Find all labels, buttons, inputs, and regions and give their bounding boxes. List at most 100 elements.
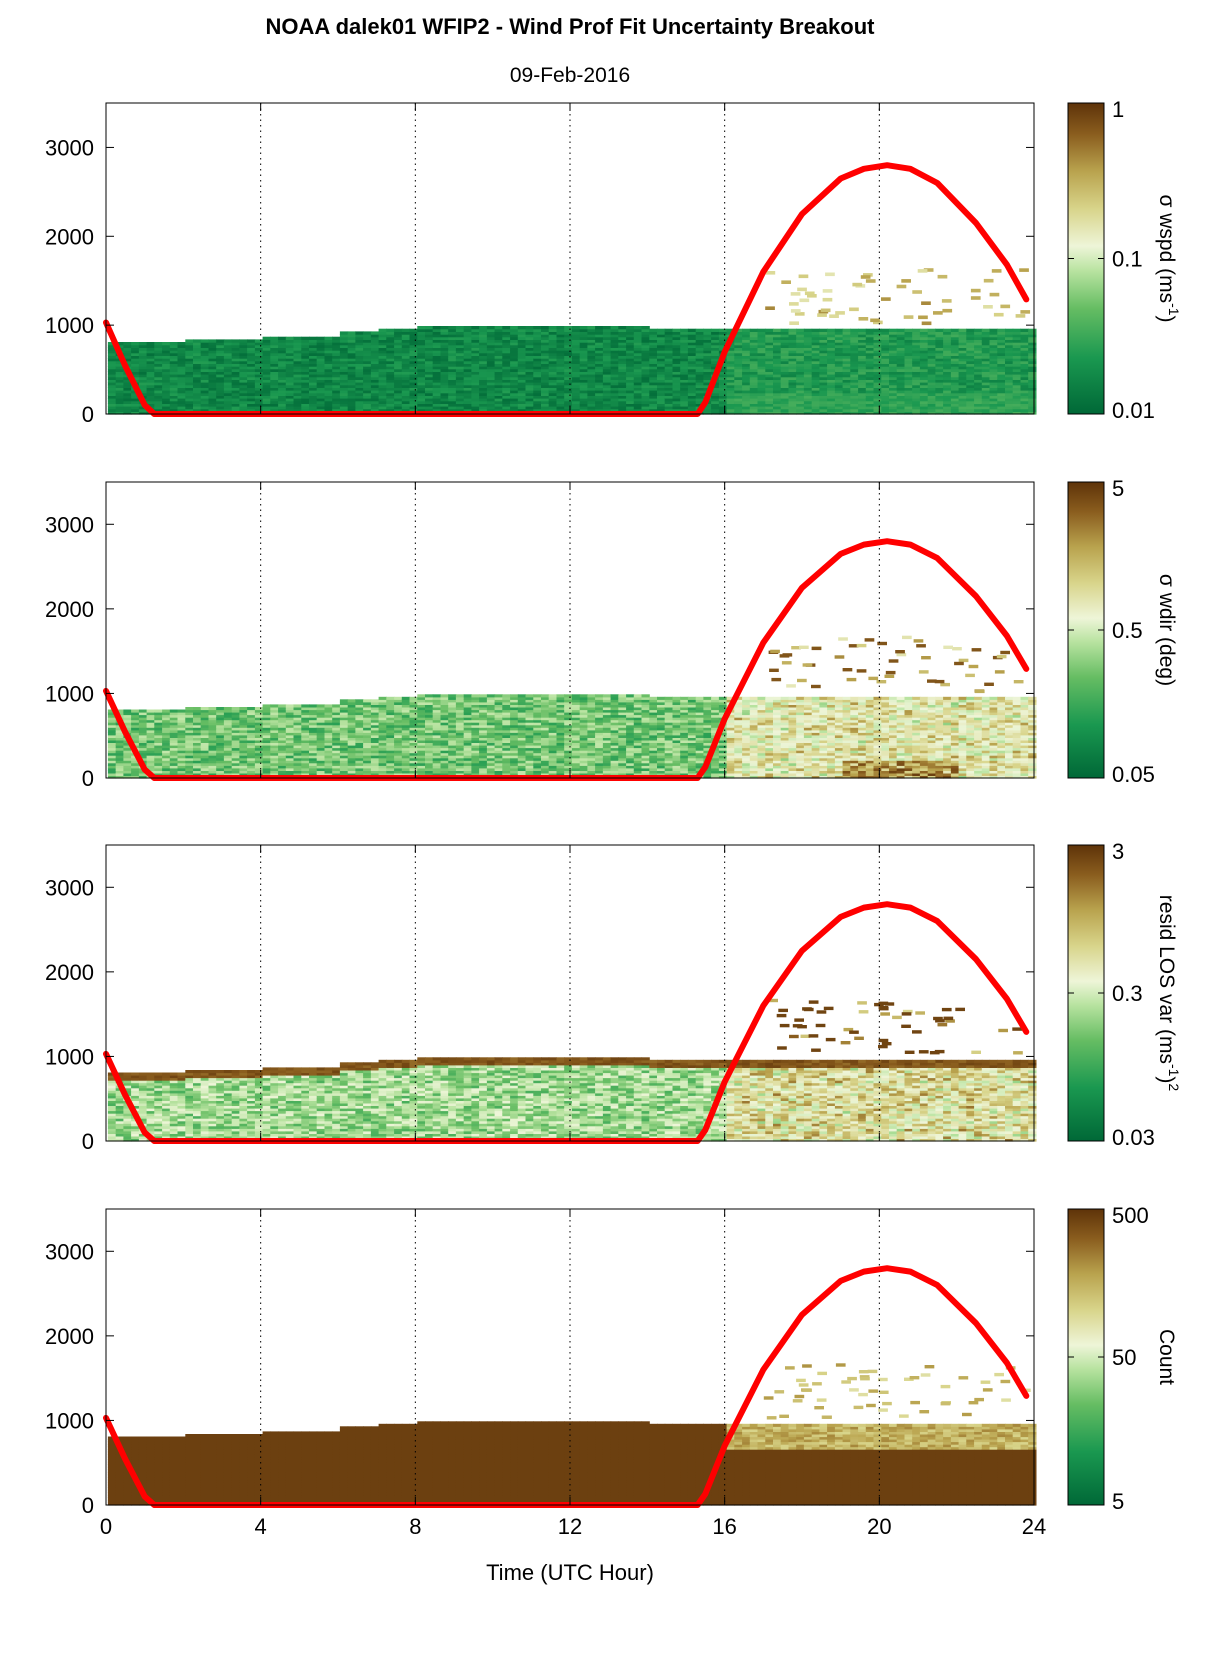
heatmap-cell xyxy=(571,358,581,362)
heatmap-cell xyxy=(479,376,488,380)
heatmap-cell xyxy=(517,392,527,396)
heatmap-cell xyxy=(997,403,1006,407)
heatmap-cell xyxy=(896,371,905,375)
heatmap-cell xyxy=(974,411,983,415)
heatmap-cell xyxy=(742,390,751,394)
heatmap-cell xyxy=(742,384,751,388)
heatmap-cell xyxy=(138,384,148,388)
heatmap-cell xyxy=(796,384,805,388)
heatmap-cell xyxy=(564,326,573,330)
heatmap-cell xyxy=(394,344,403,348)
heatmap-cell xyxy=(401,403,411,407)
heatmap-cell xyxy=(378,366,387,370)
heatmap-cell xyxy=(889,403,898,407)
heatmap-cell xyxy=(541,368,550,372)
heatmap-cell xyxy=(896,376,905,380)
heatmap-cell xyxy=(749,371,759,375)
heatmap-cell xyxy=(695,342,704,346)
heatmap-cell xyxy=(502,347,511,351)
heatmap-cell xyxy=(486,352,496,356)
heatmap-cell xyxy=(935,384,944,388)
heatmap-cell xyxy=(610,344,619,348)
heatmap-cell xyxy=(463,366,472,370)
heatmap-cell xyxy=(858,347,867,351)
heatmap-cell xyxy=(919,395,929,399)
heatmap-cell xyxy=(138,387,148,391)
heatmap-cell xyxy=(1005,408,1014,412)
heatmap-cell xyxy=(471,342,480,346)
heatmap-cell xyxy=(865,395,875,399)
heatmap-cell xyxy=(579,334,588,338)
heatmap-cell xyxy=(247,366,256,370)
heatmap-cell xyxy=(247,384,256,388)
heatmap-cell xyxy=(633,403,643,407)
heatmap-cell xyxy=(548,366,557,370)
heatmap-cell xyxy=(889,368,898,372)
heatmap-cell xyxy=(579,350,588,354)
heatmap-cell xyxy=(587,392,596,396)
heatmap-cell xyxy=(687,336,697,340)
heatmap-cell xyxy=(131,400,140,404)
heatmap-cell xyxy=(811,398,820,402)
heatmap-cell xyxy=(974,403,983,407)
heatmap-cell xyxy=(649,328,658,332)
heatmap-cell xyxy=(370,339,380,343)
heatmap-cell xyxy=(726,350,735,354)
heatmap-cell xyxy=(339,387,349,391)
heatmap-cell xyxy=(780,331,789,335)
heatmap-cell xyxy=(517,366,527,370)
heatmap-cell xyxy=(162,376,171,380)
heatmap-cell xyxy=(633,395,643,399)
heatmap-cell xyxy=(339,392,349,396)
heatmap-cell xyxy=(378,387,387,391)
heatmap-cell xyxy=(912,390,921,394)
heatmap-cell xyxy=(981,347,991,351)
heatmap-cell xyxy=(386,696,395,700)
heatmap-cell xyxy=(564,347,573,351)
heatmap-cell xyxy=(494,408,503,412)
heatmap-cell xyxy=(556,406,565,410)
heatmap-cell xyxy=(223,398,233,402)
heatmap-cell xyxy=(239,358,248,362)
heatmap-cell xyxy=(254,342,264,346)
heatmap-cell xyxy=(378,408,387,412)
heatmap-cell xyxy=(316,374,325,378)
heatmap-cell xyxy=(278,376,287,380)
heatmap-cell xyxy=(935,371,944,375)
heatmap-cell xyxy=(780,392,789,396)
heatmap-cell xyxy=(324,363,333,367)
heatmap-cell xyxy=(989,403,998,407)
heatmap-cell xyxy=(919,366,929,370)
heatmap-cell xyxy=(896,339,905,343)
heatmap-cell xyxy=(223,379,233,383)
heatmap-cell xyxy=(849,307,859,312)
heatmap-cell xyxy=(672,371,681,375)
heatmap-cell xyxy=(773,371,782,375)
heatmap-cell xyxy=(193,339,202,343)
heatmap-cell xyxy=(912,355,921,359)
heatmap-cell xyxy=(579,342,588,346)
heatmap-cell xyxy=(881,334,890,338)
heatmap-cell xyxy=(587,342,596,346)
heatmap-cell xyxy=(223,392,233,396)
heatmap-cell xyxy=(602,387,612,391)
heatmap-cell xyxy=(765,403,774,407)
heatmap-cell xyxy=(138,344,148,348)
heatmap-cell xyxy=(726,398,735,402)
heatmap-cell xyxy=(834,342,844,346)
heatmap-cell xyxy=(131,342,140,346)
heatmap-cell xyxy=(742,352,751,356)
heatmap-cell xyxy=(378,395,387,399)
heatmap-cell xyxy=(339,406,349,410)
heatmap-cell xyxy=(548,328,557,332)
heatmap-cell xyxy=(1012,382,1021,386)
heatmap-cell xyxy=(803,400,813,404)
heatmap-cell xyxy=(138,379,148,383)
heatmap-cell xyxy=(138,368,148,372)
heatmap-cell xyxy=(517,344,527,348)
heatmap-cell xyxy=(556,342,565,346)
heatmap-cell xyxy=(780,371,789,375)
heatmap-cell xyxy=(672,374,681,378)
heatmap-cell xyxy=(873,379,882,383)
heatmap-cell xyxy=(185,358,194,362)
